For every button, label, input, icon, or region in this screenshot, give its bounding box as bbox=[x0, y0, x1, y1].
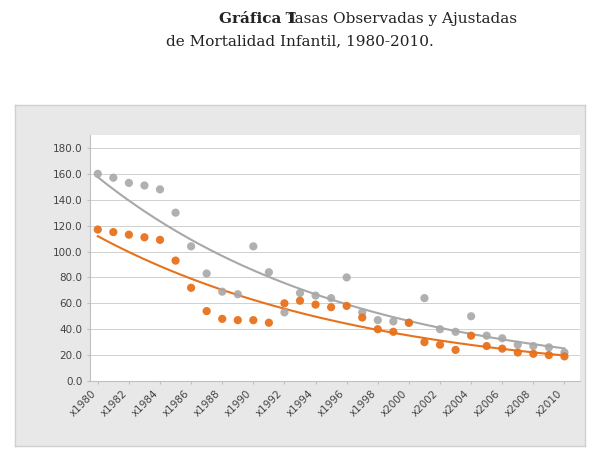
Point bbox=[202, 307, 211, 315]
Point bbox=[140, 234, 149, 241]
Point bbox=[404, 319, 413, 326]
Text: Gráfica 1: Gráfica 1 bbox=[219, 12, 297, 25]
Point bbox=[342, 302, 352, 310]
Point bbox=[560, 349, 569, 356]
Point bbox=[295, 297, 305, 304]
Point bbox=[435, 341, 445, 349]
Point bbox=[419, 295, 429, 302]
Point bbox=[311, 292, 320, 299]
Point bbox=[342, 274, 352, 281]
Point bbox=[482, 332, 491, 339]
Point bbox=[419, 338, 429, 346]
Point bbox=[233, 290, 242, 298]
Point bbox=[187, 284, 196, 291]
Point bbox=[466, 332, 476, 339]
Point bbox=[109, 174, 118, 182]
Point bbox=[404, 319, 413, 326]
Point bbox=[451, 328, 460, 336]
Point bbox=[311, 301, 320, 308]
Point bbox=[155, 186, 165, 193]
Point bbox=[171, 209, 181, 216]
Point bbox=[155, 236, 165, 243]
Point bbox=[560, 353, 569, 360]
Point bbox=[389, 318, 398, 325]
Point bbox=[264, 319, 274, 326]
Point bbox=[482, 343, 491, 350]
Point bbox=[358, 309, 367, 316]
Text: . Tasas Observadas y Ajustadas: . Tasas Observadas y Ajustadas bbox=[276, 12, 517, 25]
Point bbox=[326, 303, 336, 311]
Point bbox=[280, 309, 289, 316]
Point bbox=[529, 343, 538, 350]
Point bbox=[124, 179, 134, 187]
Point bbox=[466, 313, 476, 320]
Point bbox=[435, 325, 445, 333]
Text: de Mortalidad Infantil, 1980-2010.: de Mortalidad Infantil, 1980-2010. bbox=[166, 35, 434, 48]
Point bbox=[280, 300, 289, 307]
Point bbox=[497, 335, 507, 342]
Point bbox=[373, 325, 383, 333]
Point bbox=[233, 316, 242, 324]
Point bbox=[373, 316, 383, 324]
Point bbox=[529, 350, 538, 357]
Point bbox=[295, 289, 305, 296]
Point bbox=[544, 343, 554, 351]
Point bbox=[513, 349, 523, 356]
Point bbox=[93, 226, 103, 233]
Point bbox=[217, 315, 227, 323]
Point bbox=[264, 269, 274, 276]
Point bbox=[217, 288, 227, 296]
Point bbox=[326, 295, 336, 302]
Point bbox=[248, 316, 258, 324]
Point bbox=[109, 228, 118, 236]
Point bbox=[358, 314, 367, 321]
Point bbox=[93, 170, 103, 177]
Point bbox=[389, 328, 398, 336]
Point bbox=[202, 270, 211, 277]
Point bbox=[124, 231, 134, 238]
Point bbox=[513, 341, 523, 349]
Point bbox=[497, 345, 507, 352]
Point bbox=[140, 182, 149, 189]
Point bbox=[187, 242, 196, 250]
Point bbox=[544, 351, 554, 359]
Point bbox=[171, 257, 181, 264]
Point bbox=[451, 346, 460, 354]
Point bbox=[248, 242, 258, 250]
